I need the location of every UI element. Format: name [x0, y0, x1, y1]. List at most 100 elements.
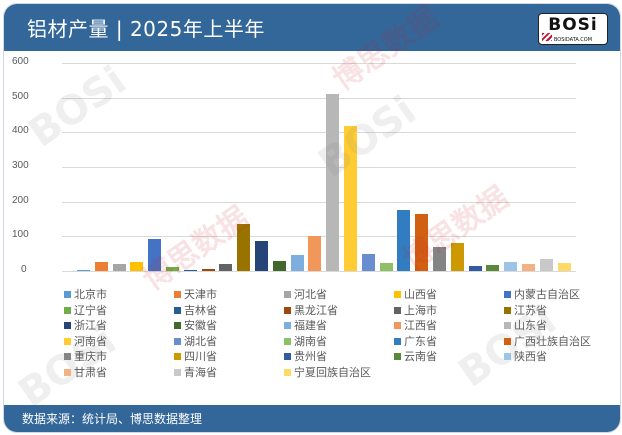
- y-tick-label: 400: [12, 125, 29, 137]
- legend-label: 江西省: [404, 319, 437, 332]
- bar-5: [166, 267, 179, 271]
- legend-swatch-icon: [284, 306, 291, 314]
- legend-swatch-icon: [64, 291, 71, 298]
- legend-label: 湖南省: [294, 334, 327, 348]
- y-tick-label: 500: [12, 90, 29, 102]
- bar-12: [290, 255, 304, 271]
- legend-label: 贵州省: [294, 350, 327, 363]
- bar-27: [557, 263, 571, 271]
- y-tick-label: 600: [12, 56, 29, 67]
- legend-swatch-icon: [504, 322, 511, 329]
- gridline: [62, 132, 576, 134]
- legend-swatch-icon: [64, 322, 71, 329]
- logo-subtext: BOSIDATA.COM: [553, 37, 593, 43]
- legend-swatch-icon: [64, 353, 71, 360]
- legend-swatch-icon: [174, 337, 181, 345]
- legend-label: 黑龙江省: [294, 303, 338, 317]
- chart-title: 铝材产量 | 2025年上半年: [27, 17, 265, 41]
- legend-item: 山东省: [504, 317, 547, 333]
- legend-swatch-icon: [394, 322, 401, 329]
- legend-label: 浙江省: [74, 319, 107, 332]
- legend-item: 福建省: [284, 317, 327, 333]
- legend-item: 上海市: [394, 302, 437, 318]
- logo-text: BOSi: [548, 15, 598, 35]
- legend-item: 陕西省: [504, 348, 547, 364]
- legend-swatch-icon: [284, 368, 291, 376]
- legend-item: 辽宁省: [64, 302, 107, 318]
- legend-item: 青海省: [174, 364, 217, 380]
- bar-11: [272, 261, 286, 271]
- data-source: 数据来源：统计局、博思数据整理: [22, 412, 203, 426]
- legend-item: 天津市: [174, 286, 217, 302]
- bar-22: [468, 266, 482, 271]
- legend-swatch-icon: [504, 291, 511, 298]
- legend-item: 云南省: [394, 348, 437, 364]
- legend-swatch-icon: [394, 337, 401, 345]
- legend-swatch-icon: [284, 322, 291, 329]
- gridline: [62, 97, 576, 99]
- gridline: [62, 167, 576, 168]
- legend-label: 北京市: [74, 288, 107, 301]
- legend-label: 上海市: [404, 303, 437, 317]
- bar-23: [486, 265, 500, 271]
- legend-label: 安徽省: [184, 319, 217, 332]
- legend-item: 江西省: [394, 317, 437, 333]
- logo-stripe-icon: [542, 33, 552, 41]
- legend-label: 四川省: [184, 350, 217, 363]
- bar-25: [522, 264, 535, 271]
- bar-24: [504, 261, 518, 271]
- legend-item: 甘肃省: [64, 364, 107, 380]
- bar-17: [379, 263, 393, 271]
- legend-item: 四川省: [174, 348, 217, 364]
- footer-bar: 数据来源：统计局、博思数据整理: [4, 405, 620, 432]
- legend-label: 广东省: [404, 334, 437, 348]
- bar-16: [361, 254, 375, 271]
- legend-label: 山东省: [514, 319, 547, 332]
- legend-item: 浙江省: [64, 317, 107, 333]
- gridline: [62, 271, 576, 272]
- legend-item: 北京市: [64, 286, 107, 302]
- legend-item: 重庆市: [64, 348, 107, 364]
- legend-item: 江苏省: [504, 302, 547, 318]
- bar-2: [112, 264, 126, 271]
- legend-swatch-icon: [284, 291, 291, 298]
- bar-4: [148, 239, 162, 271]
- legend-label: 甘肃省: [74, 365, 107, 379]
- legend-item: 安徽省: [174, 317, 217, 333]
- legend-swatch-icon: [284, 353, 291, 360]
- legend-item: 吉林省: [174, 302, 217, 318]
- bar-21: [450, 242, 464, 271]
- legend-item: 湖南省: [284, 333, 327, 349]
- legend-item: 广西壮族自治区: [504, 333, 591, 349]
- legend-label: 广西壮族自治区: [514, 334, 591, 348]
- legend-label: 天津市: [184, 288, 217, 301]
- bar-3: [130, 261, 144, 271]
- bar-13: [308, 235, 322, 271]
- legend-item: 贵州省: [284, 348, 327, 364]
- legend-swatch-icon: [174, 322, 181, 329]
- bar-15: [344, 125, 357, 271]
- bar-0: [77, 269, 90, 271]
- legend-item: 河北省: [284, 286, 327, 302]
- legend-swatch-icon: [394, 306, 401, 314]
- legend-swatch-icon: [64, 306, 71, 314]
- bar-18: [397, 209, 411, 271]
- legend-label: 河南省: [74, 334, 107, 348]
- legend-label: 湖北省: [184, 334, 217, 348]
- legend-label: 山西省: [404, 288, 437, 301]
- bar-10: [255, 240, 268, 271]
- bar-14: [326, 93, 340, 271]
- legend-label: 陕西省: [514, 350, 547, 363]
- bar-9: [237, 223, 251, 271]
- chart-card: 铝材产量 | 2025年上半年 BOSi BOSIDATA.COM 0 100 20…: [3, 3, 621, 433]
- legend-item: 宁夏回族自治区: [284, 364, 371, 380]
- bar-1: [94, 261, 108, 271]
- legend-swatch-icon: [394, 353, 401, 360]
- legend-label: 河北省: [294, 288, 327, 301]
- legend-label: 青海省: [184, 365, 217, 379]
- legend-label: 辽宁省: [74, 303, 107, 317]
- legend-label: 宁夏回族自治区: [294, 365, 371, 379]
- bar-7: [201, 268, 215, 271]
- legend-swatch-icon: [174, 368, 181, 376]
- y-tick-label: 0: [21, 264, 27, 275]
